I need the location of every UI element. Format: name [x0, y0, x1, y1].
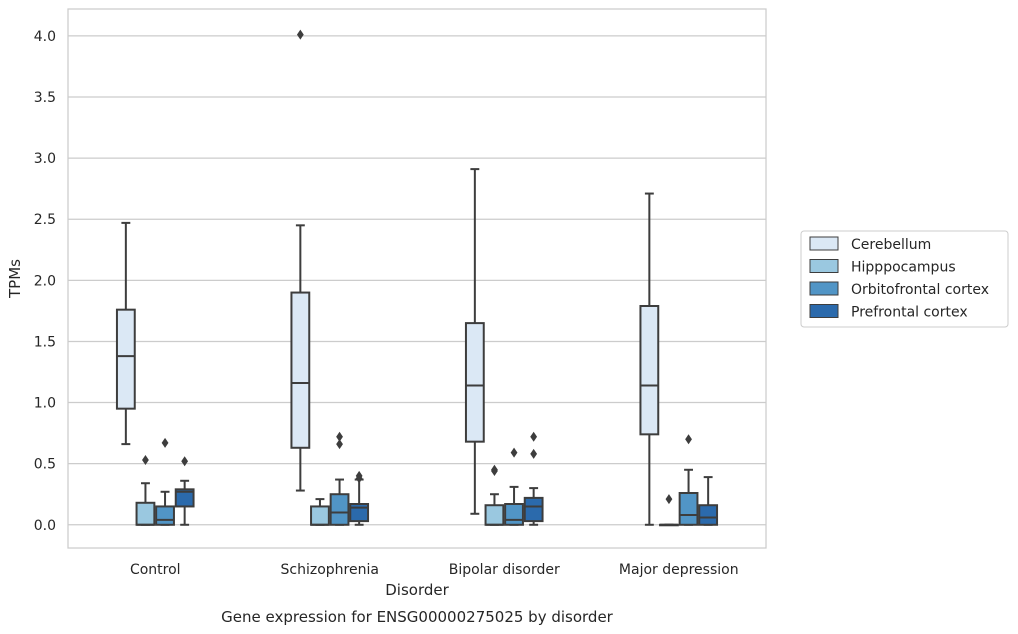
- y-tick-label: 3.0: [34, 151, 56, 167]
- iqr-box: [135, 501, 156, 526]
- y-tick-label: 4.0: [34, 29, 56, 45]
- box-hipppocampus: [310, 498, 330, 526]
- outlier-point: [142, 455, 149, 465]
- legend-label: Prefrontal cortex: [851, 305, 968, 321]
- y-tick-label: 3.5: [34, 90, 56, 106]
- y-tick-label: 2.5: [34, 212, 56, 228]
- plot-frame: [67, 8, 767, 549]
- box-layer: [115, 29, 719, 527]
- legend-swatch: [809, 281, 839, 296]
- outlier-point: [530, 448, 538, 459]
- x-tick-labels: Control Schizophrenia Bipolar disorder Majo…: [130, 562, 739, 578]
- box-hipppocampus: [135, 455, 156, 526]
- outlier-point: [510, 447, 518, 458]
- chart-title: Gene expression for ENSG00000275025 by d…: [221, 608, 614, 626]
- box-orbitofrontal-cortex: [504, 447, 524, 526]
- box-cerebellum: [464, 168, 485, 515]
- outlier-point: [336, 431, 343, 442]
- y-tick-labels: 0.0 0.5 1.0 1.5 2.0 2.5 3.0 3.5 4.0: [34, 29, 56, 534]
- outlier-point: [336, 439, 343, 450]
- outlier-point: [685, 434, 692, 445]
- box-cerebellum: [639, 192, 660, 526]
- y-axis-title: TPMs: [6, 259, 24, 299]
- x-axis-title: Disorder: [385, 581, 449, 599]
- iqr-box: [155, 505, 175, 526]
- outlier-point: [181, 456, 189, 467]
- iqr-box: [349, 503, 370, 523]
- iqr-box: [639, 305, 660, 436]
- outlier-point: [491, 464, 498, 475]
- y-tick-label: 1.5: [34, 334, 56, 350]
- iqr-box: [310, 505, 330, 526]
- iqr-box: [484, 504, 505, 526]
- y-tick-label: 0.5: [34, 457, 56, 473]
- iqr-box: [290, 291, 311, 449]
- grid-layer: [68, 35, 766, 526]
- legend-swatch: [809, 259, 839, 273]
- box-cerebellum: [115, 221, 136, 446]
- iqr-box: [174, 488, 195, 508]
- box-hipppocampus: [659, 494, 679, 527]
- iqr-box: [523, 496, 544, 523]
- outlier-point: [665, 494, 673, 505]
- legend: Cerebellum Hipppocampus Orbitofrontal cort…: [800, 230, 1009, 328]
- box-prefrontal-cortex: [698, 476, 719, 526]
- box-prefrontal-cortex: [523, 431, 544, 526]
- box-cerebellum: [290, 29, 311, 492]
- y-tick-label: 0.0: [34, 518, 56, 534]
- outlier-point: [530, 431, 538, 442]
- x-tick-label: Schizophrenia: [281, 562, 379, 578]
- y-tick-label: 2.0: [34, 273, 56, 289]
- iqr-box: [678, 492, 699, 526]
- box-orbitofrontal-cortex: [678, 434, 699, 526]
- iqr-box: [698, 504, 719, 526]
- iqr-box: [329, 493, 350, 526]
- iqr-box: [504, 503, 524, 526]
- legend-frame: [800, 230, 1009, 328]
- x-tick-label: Major depression: [619, 562, 739, 578]
- legend-label: Hipppocampus: [851, 260, 956, 276]
- box-prefrontal-cortex: [349, 470, 370, 526]
- x-tick-label: Bipolar disorder: [449, 562, 560, 578]
- legend-label: Orbitofrontal cortex: [851, 282, 989, 298]
- outlier-point: [355, 470, 363, 481]
- y-tick-label: 1.0: [34, 396, 56, 412]
- legend-label: Cerebellum: [851, 237, 931, 253]
- legend-swatch: [809, 236, 839, 251]
- box-orbitofrontal-cortex: [155, 437, 175, 526]
- x-tick-label: Control: [130, 562, 181, 578]
- outlier-point: [296, 29, 304, 40]
- outlier-point: [161, 437, 169, 448]
- box-orbitofrontal-cortex: [329, 431, 350, 526]
- box-prefrontal-cortex: [174, 456, 195, 526]
- iqr-box: [115, 308, 136, 410]
- legend-swatch: [809, 304, 839, 318]
- iqr-box: [464, 322, 485, 443]
- box-hipppocampus: [484, 464, 505, 526]
